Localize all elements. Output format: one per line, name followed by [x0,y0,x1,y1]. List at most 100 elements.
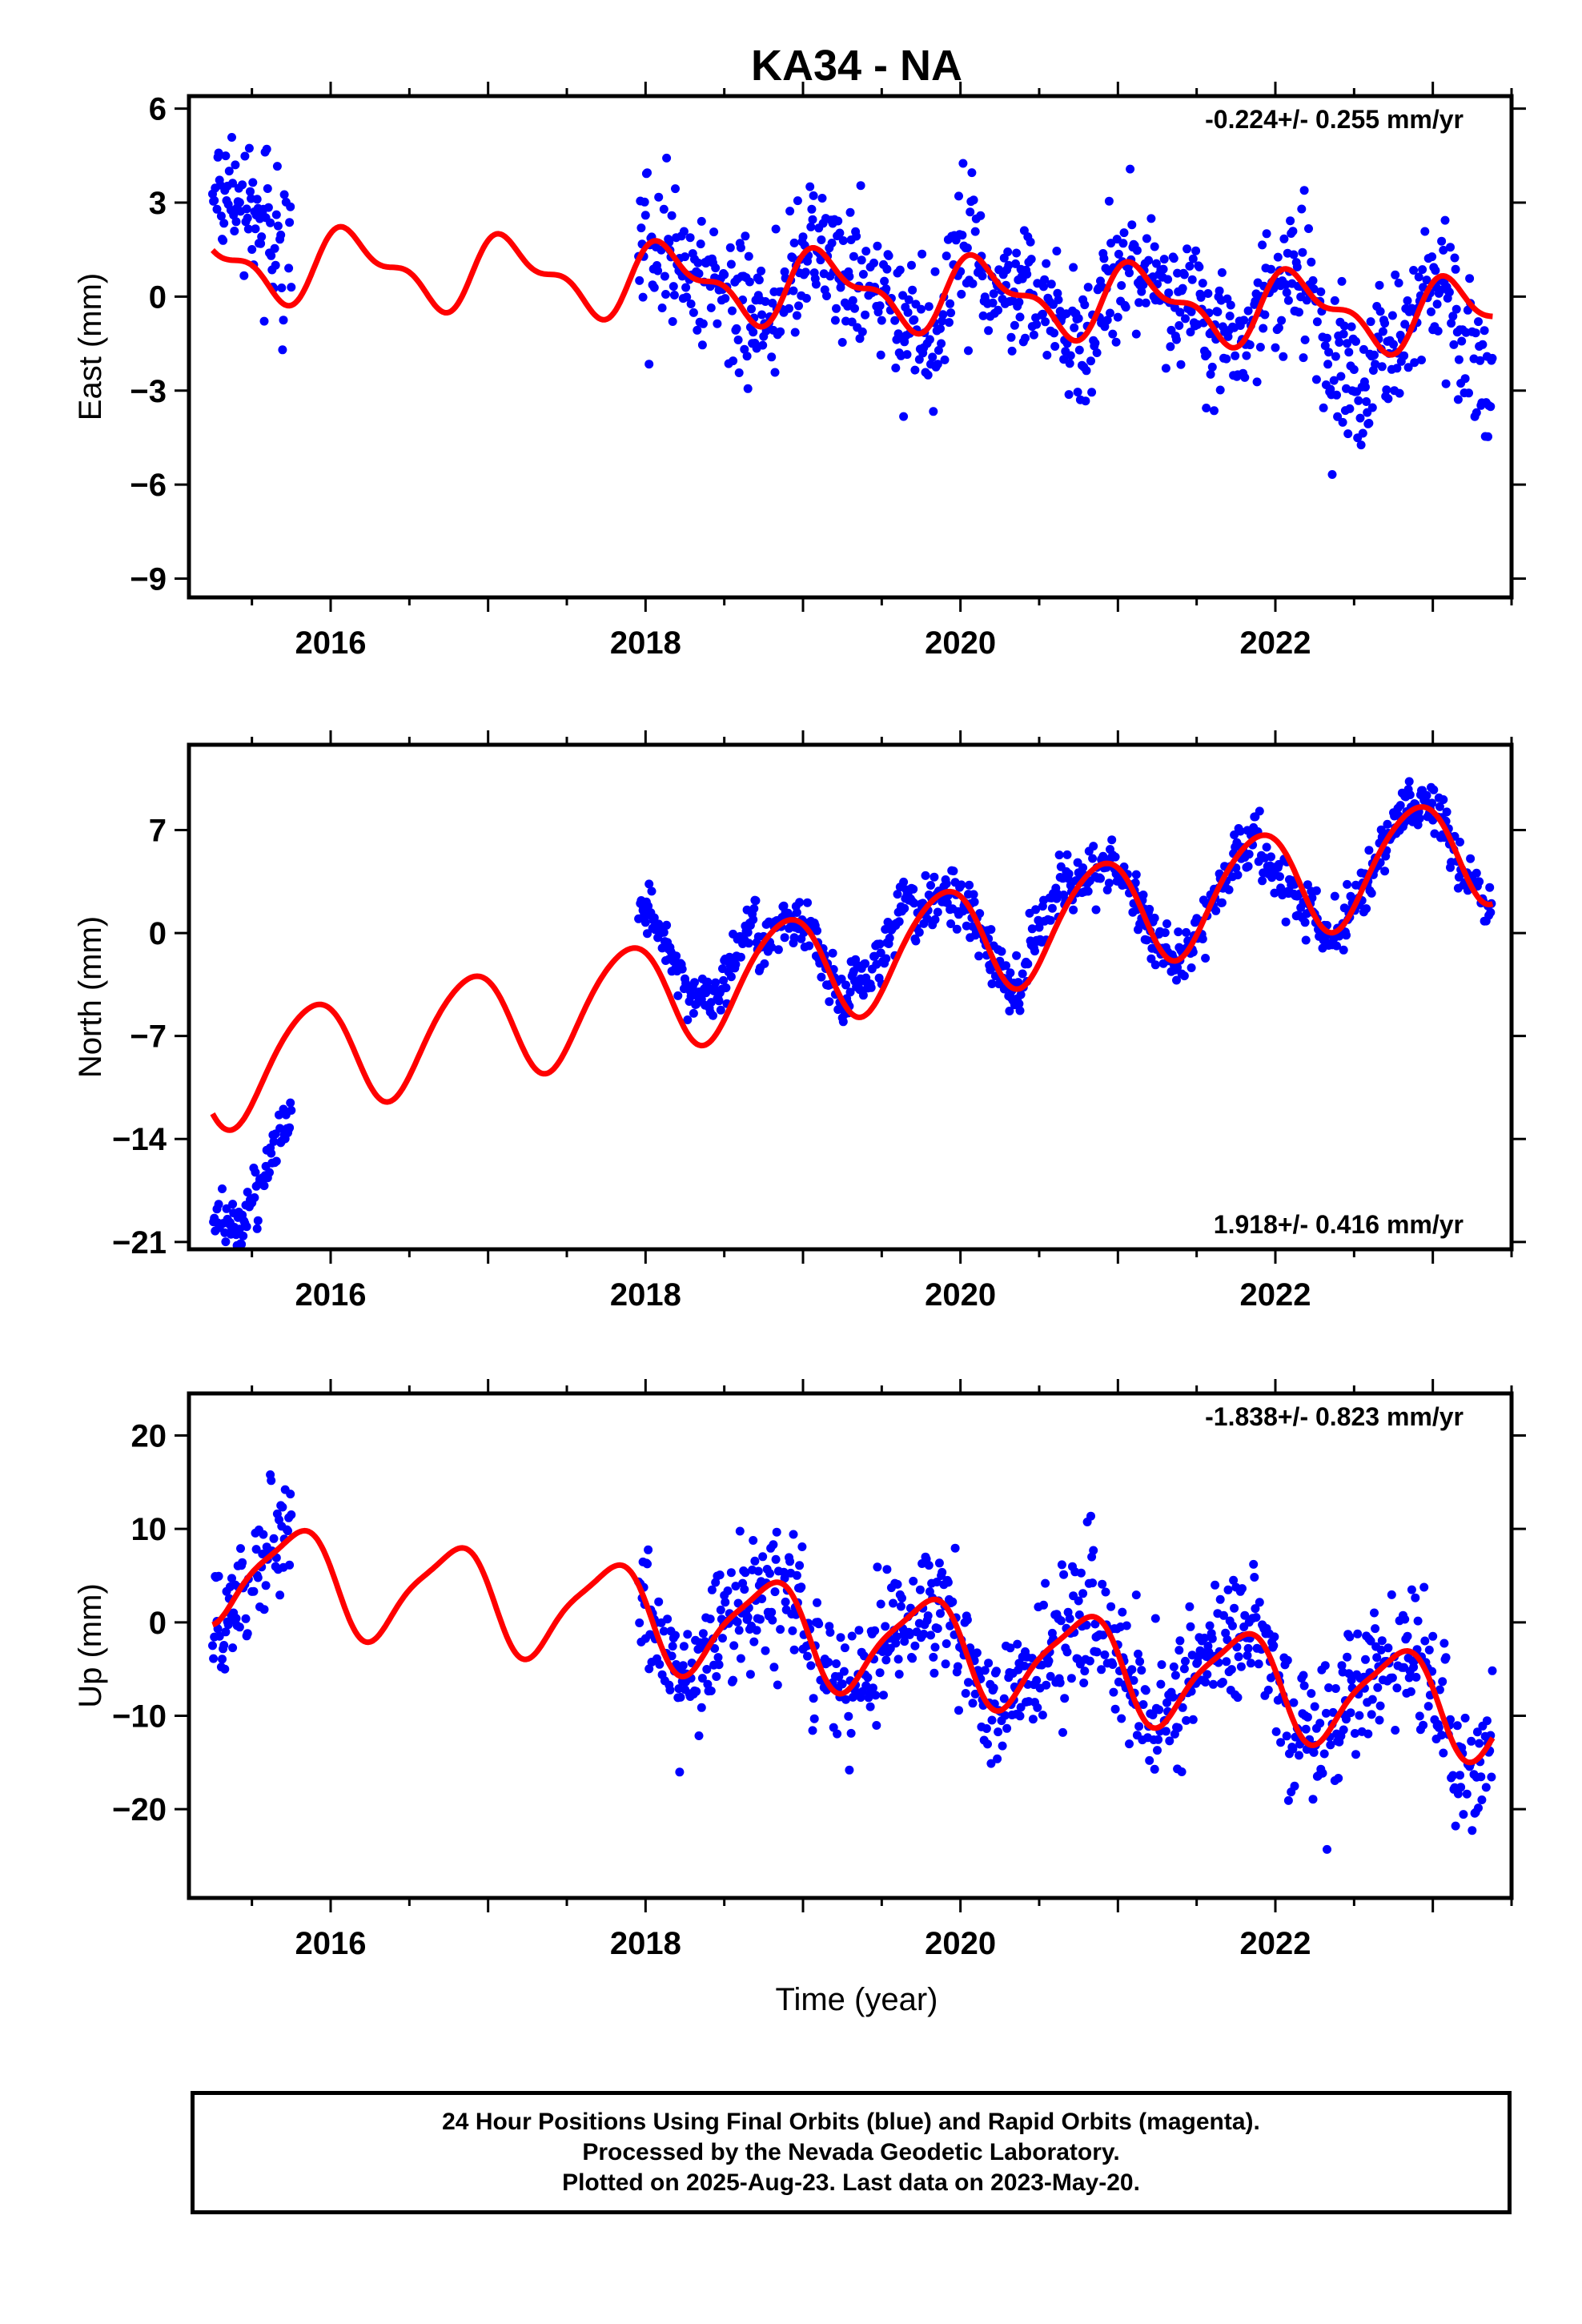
data-point [1323,360,1333,369]
data-point [1062,850,1072,859]
data-point [1064,869,1074,879]
north-panel: 7 0 −7 −14 −21 2016 2018 2020 2022 North (mm) 1.91… [73,730,1526,1313]
data-point [1207,362,1217,372]
data-point [875,301,885,311]
data-point [1301,1724,1311,1734]
data-point [845,987,855,997]
data-point [1028,1715,1038,1724]
data-point [1092,348,1102,357]
data-point [1223,1585,1233,1594]
data-point [286,1098,295,1108]
data-point [227,133,236,142]
data-point [1106,1602,1116,1611]
data-point [1065,359,1074,368]
data-point [902,350,912,360]
data-point [1377,362,1387,372]
data-point [1410,358,1419,368]
data-point [1175,308,1185,317]
data-point [1131,1590,1141,1600]
data-point [1302,296,1311,305]
data-point [267,1148,276,1158]
data-point [807,204,817,214]
data-point [1263,1685,1273,1695]
data-point [1299,186,1309,195]
data-point [239,271,249,280]
data-point [276,230,286,239]
data-point [711,263,721,273]
data-point [1201,954,1211,963]
data-point [1173,963,1182,972]
data-point [1006,332,1016,342]
data-point [813,1598,821,1607]
data-point [1339,1725,1348,1735]
data-point [1353,1629,1363,1638]
data-point [871,1691,881,1700]
data-point [1156,1679,1166,1689]
data-point [1447,319,1456,328]
data-point [761,1646,770,1655]
data-point [1350,1729,1359,1738]
data-point [1207,1634,1217,1643]
data-point [287,283,296,292]
data-point [1185,1602,1195,1611]
data-point [891,364,901,372]
data-point [1039,1600,1048,1610]
data-point [675,1767,685,1777]
data-point [1342,931,1351,940]
data-point [987,979,997,988]
data-point [770,368,780,377]
data-point [209,1654,219,1663]
data-point [785,304,793,313]
data-point [1282,287,1291,297]
data-point [275,1590,285,1600]
data-point [1427,798,1437,808]
data-point [1175,1636,1185,1646]
data-point [1078,863,1088,873]
data-point [749,904,759,913]
data-point [1283,1655,1292,1665]
data-point [837,1679,847,1689]
data-point [964,346,973,356]
data-point [781,1597,790,1606]
data-point [933,1624,942,1634]
data-point [856,181,865,191]
data-point [803,1651,812,1661]
data-point [677,964,687,974]
data-point [785,1557,795,1566]
data-point [989,289,998,299]
y-tick-label: −20 [112,1792,167,1827]
data-point [865,1702,875,1711]
data-point [917,249,927,259]
data-point [1235,826,1245,836]
data-point [879,1691,888,1700]
data-point [1349,365,1359,374]
data-point [1006,968,1015,978]
data-point [1144,255,1154,265]
data-point [740,344,749,354]
data-point [876,350,885,360]
data-point [751,896,761,906]
footer-line-1: 24 Hour Positions Using Final Orbits (bl… [442,2109,1260,2135]
data-point [1333,412,1343,421]
data-point [969,890,978,899]
data-point [1186,1622,1195,1631]
data-point [964,1678,973,1687]
data-point [986,925,996,935]
data-point [1451,1821,1460,1831]
data-point [1090,1619,1100,1629]
data-point [1373,1683,1383,1692]
data-point [1427,307,1435,316]
data-point [1176,360,1186,369]
data-point [1161,1727,1170,1736]
data-point [736,1654,745,1663]
data-point [806,222,816,231]
data-point [636,223,646,233]
data-point [286,1490,295,1499]
data-point [729,1641,739,1651]
data-point [1363,1729,1373,1739]
data-point [897,1594,906,1603]
data-point [263,184,272,193]
data-point [224,167,234,176]
data-point [1110,852,1120,862]
data-point [747,304,756,314]
